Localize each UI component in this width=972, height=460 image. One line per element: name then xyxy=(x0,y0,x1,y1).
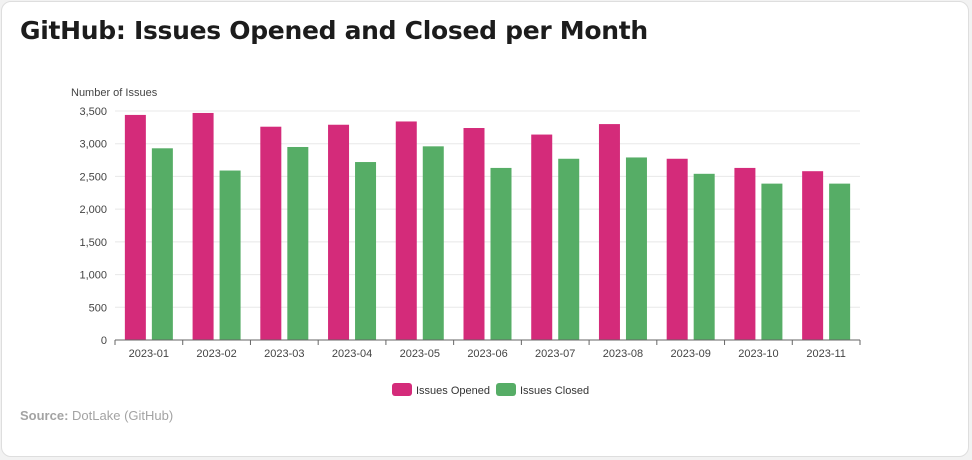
bar-issues-opened[interactable] xyxy=(395,121,417,341)
x-axis-ticks: 2023-01 2023-02 2023-03 2023-04 2023-05 2023-… xyxy=(114,340,861,360)
y-tick-label: 3,500 xyxy=(79,106,107,118)
x-tick-label: 2023-11 xyxy=(806,348,846,360)
y-axis-ticks: 0 500 1,000 1,500 2,000 2,500 3,000 3,500 xyxy=(79,106,107,347)
source-label: Source: xyxy=(20,408,69,423)
x-tick-label: 2023-01 xyxy=(129,348,169,360)
y-tick-label: 1,000 xyxy=(79,270,107,282)
bar-issues-closed[interactable] xyxy=(761,183,783,340)
legend-label[interactable]: Issues Closed xyxy=(520,385,589,397)
bar-issues-closed[interactable] xyxy=(219,170,241,340)
legend-swatch[interactable] xyxy=(496,383,516,396)
bar-issues-opened[interactable] xyxy=(328,124,350,341)
bar-issues-closed[interactable] xyxy=(355,162,377,340)
y-tick-label: 3,000 xyxy=(79,139,107,151)
x-tick-label: 2023-04 xyxy=(332,348,372,360)
bar-issues-opened[interactable] xyxy=(598,124,620,340)
bars xyxy=(124,112,851,341)
bar-issues-closed[interactable] xyxy=(151,148,173,340)
bar-issues-opened[interactable] xyxy=(734,167,756,340)
bar-issues-opened[interactable] xyxy=(531,134,553,340)
bar-issues-opened[interactable] xyxy=(260,126,282,341)
bar-issues-closed[interactable] xyxy=(693,173,715,340)
x-tick-label: 2023-06 xyxy=(467,348,507,360)
x-tick-label: 2023-07 xyxy=(535,348,575,360)
legend-swatch[interactable] xyxy=(392,383,412,396)
x-tick-label: 2023-05 xyxy=(400,348,440,360)
source-note: Source: DotLake (GitHub) xyxy=(20,408,173,423)
bar-issues-closed[interactable] xyxy=(287,146,309,340)
bar-issues-closed[interactable] xyxy=(422,146,444,340)
y-tick-label: 500 xyxy=(89,302,107,314)
x-tick-label: 2023-10 xyxy=(738,348,778,360)
legend[interactable]: Issues Opened Issues Closed xyxy=(392,383,589,397)
legend-label[interactable]: Issues Opened xyxy=(416,385,490,397)
bar-issues-closed[interactable] xyxy=(490,167,512,340)
page-title: GitHub: Issues Opened and Closed per Mon… xyxy=(20,16,648,45)
x-tick-label: 2023-08 xyxy=(603,348,643,360)
x-tick-label: 2023-02 xyxy=(196,348,236,360)
bar-issues-opened[interactable] xyxy=(666,158,688,340)
bar-issues-opened[interactable] xyxy=(463,128,485,340)
bar-issues-opened[interactable] xyxy=(192,112,214,340)
y-tick-label: 0 xyxy=(101,335,107,347)
source-text: DotLake (GitHub) xyxy=(72,408,174,423)
y-axis-label: Number of Issues xyxy=(71,87,158,99)
y-tick-label: 2,000 xyxy=(79,204,107,216)
bar-issues-opened[interactable] xyxy=(802,171,824,340)
bar-issues-closed[interactable] xyxy=(558,158,580,340)
y-tick-label: 1,500 xyxy=(79,237,107,249)
y-tick-label: 2,500 xyxy=(79,171,107,183)
bar-issues-closed[interactable] xyxy=(829,183,851,340)
bar-issues-opened[interactable] xyxy=(124,114,146,340)
bar-issues-closed[interactable] xyxy=(625,157,647,340)
x-tick-label: 2023-03 xyxy=(264,348,304,360)
x-tick-label: 2023-09 xyxy=(670,348,710,360)
